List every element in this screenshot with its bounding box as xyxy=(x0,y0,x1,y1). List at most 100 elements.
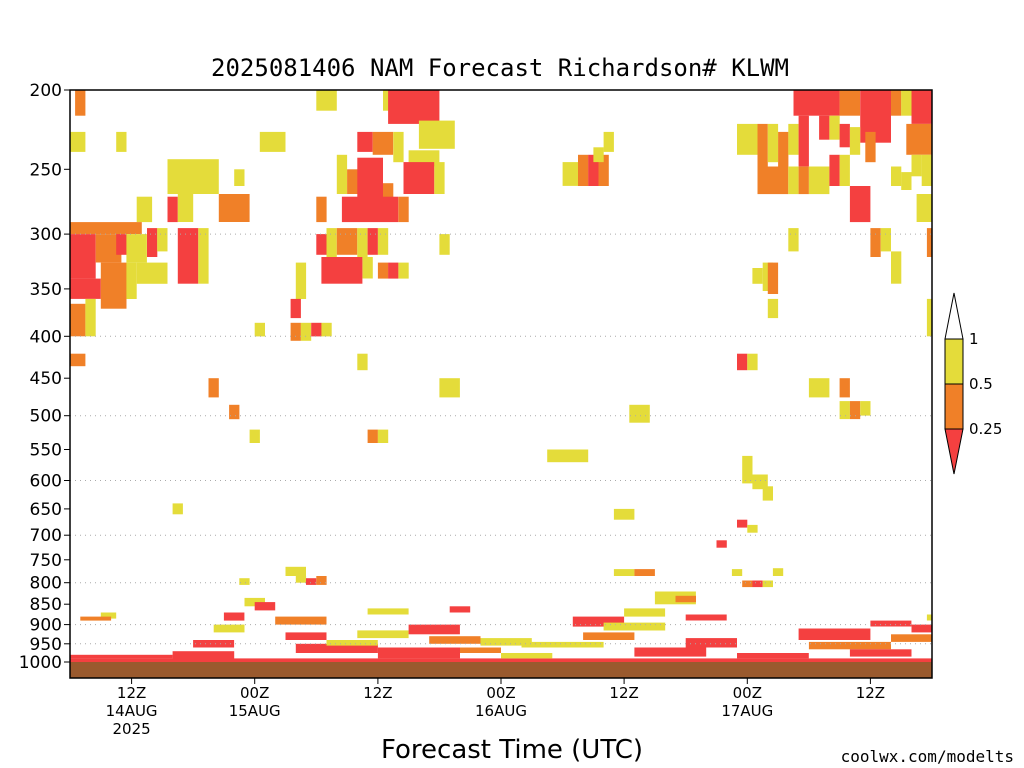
ri-cell xyxy=(326,640,378,646)
ri-cell xyxy=(583,632,635,640)
ri-cell xyxy=(598,154,609,186)
ri-cell xyxy=(367,228,378,255)
ri-cell xyxy=(449,606,471,613)
ri-cell xyxy=(578,154,589,186)
ri-cell xyxy=(891,90,902,116)
ri-cell xyxy=(116,234,127,255)
ri-cell xyxy=(223,612,245,621)
ri-cell xyxy=(439,378,460,398)
y-tick-label: 950 xyxy=(30,635,62,655)
ri-cell xyxy=(362,257,373,279)
ri-cell xyxy=(742,455,753,484)
grid-lines xyxy=(70,233,932,645)
ri-cell xyxy=(367,608,409,615)
ri-cell xyxy=(290,322,301,341)
ri-cell xyxy=(849,186,871,223)
ri-cell xyxy=(70,654,173,659)
ri-cell xyxy=(460,647,501,653)
ri-cell xyxy=(613,508,635,520)
ri-cell xyxy=(911,624,932,633)
ri-cell xyxy=(193,640,235,648)
x-tick-label: 12Z xyxy=(363,684,392,702)
x-tick-label: 12Z xyxy=(856,684,885,702)
ri-cell xyxy=(290,298,301,319)
ri-cell xyxy=(377,262,389,279)
ri-cell xyxy=(80,616,112,621)
ri-cell xyxy=(177,176,194,222)
ground-strip xyxy=(70,662,932,678)
ri-cell xyxy=(377,429,389,443)
ri-cell xyxy=(429,636,481,644)
ri-cell xyxy=(788,228,799,252)
ri-cell xyxy=(521,641,604,648)
y-tick-label: 650 xyxy=(30,500,62,520)
heatmap-cells xyxy=(70,90,932,662)
ri-cell xyxy=(295,643,378,653)
ri-cell xyxy=(70,222,142,235)
ri-cell xyxy=(685,638,737,648)
ri-cell xyxy=(388,90,440,124)
legend-swatch-red xyxy=(944,428,964,475)
ri-cell xyxy=(275,616,327,625)
ri-cell xyxy=(408,624,460,635)
ri-cell xyxy=(213,624,245,633)
ri-cell xyxy=(295,576,307,583)
ri-cell xyxy=(239,578,250,585)
ri-cell xyxy=(865,131,876,163)
ri-cell xyxy=(911,154,922,177)
ri-cell xyxy=(737,653,809,659)
ri-cell xyxy=(808,378,830,398)
legend-label: 1 xyxy=(969,330,979,348)
ri-cell xyxy=(480,638,532,646)
ri-cell xyxy=(767,123,779,163)
ri-cell xyxy=(336,228,358,255)
ri-cell xyxy=(788,166,799,195)
ri-cell xyxy=(829,115,840,140)
ri-cell xyxy=(172,503,183,515)
x-tick-label: 16AUG xyxy=(475,702,527,720)
ri-cell xyxy=(434,162,445,194)
ri-cell xyxy=(372,131,394,155)
ri-cell xyxy=(403,162,435,194)
ri-cell xyxy=(747,353,758,371)
ri-cell xyxy=(501,653,553,659)
ri-cell xyxy=(839,90,861,116)
ri-cell xyxy=(295,262,307,299)
chart-title: 2025081406 NAM Forecast Richardson# KLWM xyxy=(211,54,789,82)
ri-cell xyxy=(218,194,250,222)
ri-cell xyxy=(100,612,117,619)
x-tick-label: 17AUG xyxy=(721,702,773,720)
ri-cell xyxy=(70,353,86,367)
ri-cell xyxy=(891,166,902,186)
x-axis-label: Forecast Time (UTC) xyxy=(381,735,643,765)
ri-cell xyxy=(901,90,912,116)
ri-cell xyxy=(326,228,337,257)
x-tick-label: 00Z xyxy=(240,684,269,702)
ri-cell xyxy=(588,154,599,186)
ri-cell xyxy=(634,647,707,657)
ri-cell xyxy=(321,257,363,284)
ri-cell xyxy=(147,228,158,257)
ri-cell xyxy=(849,127,861,155)
y-tick-label: 250 xyxy=(30,160,62,180)
ri-cell xyxy=(383,183,394,204)
y-tick-label: 850 xyxy=(30,595,62,615)
ri-cell xyxy=(624,608,666,617)
ri-cell xyxy=(603,622,666,631)
ri-cell xyxy=(737,123,758,155)
ri-cell xyxy=(208,378,219,398)
ri-cell xyxy=(398,262,409,279)
ri-cell xyxy=(778,131,789,167)
ri-cell xyxy=(70,234,96,279)
ri-cell xyxy=(891,634,932,642)
y-tick-label: 600 xyxy=(30,472,62,492)
ri-cell xyxy=(613,569,635,576)
y-tick-label: 500 xyxy=(30,407,62,427)
ri-cell xyxy=(767,262,779,294)
ri-cell xyxy=(311,322,322,337)
ri-cell xyxy=(772,568,784,576)
y-tick-label: 350 xyxy=(30,280,62,300)
x-tick-label: 14AUG xyxy=(106,702,158,720)
